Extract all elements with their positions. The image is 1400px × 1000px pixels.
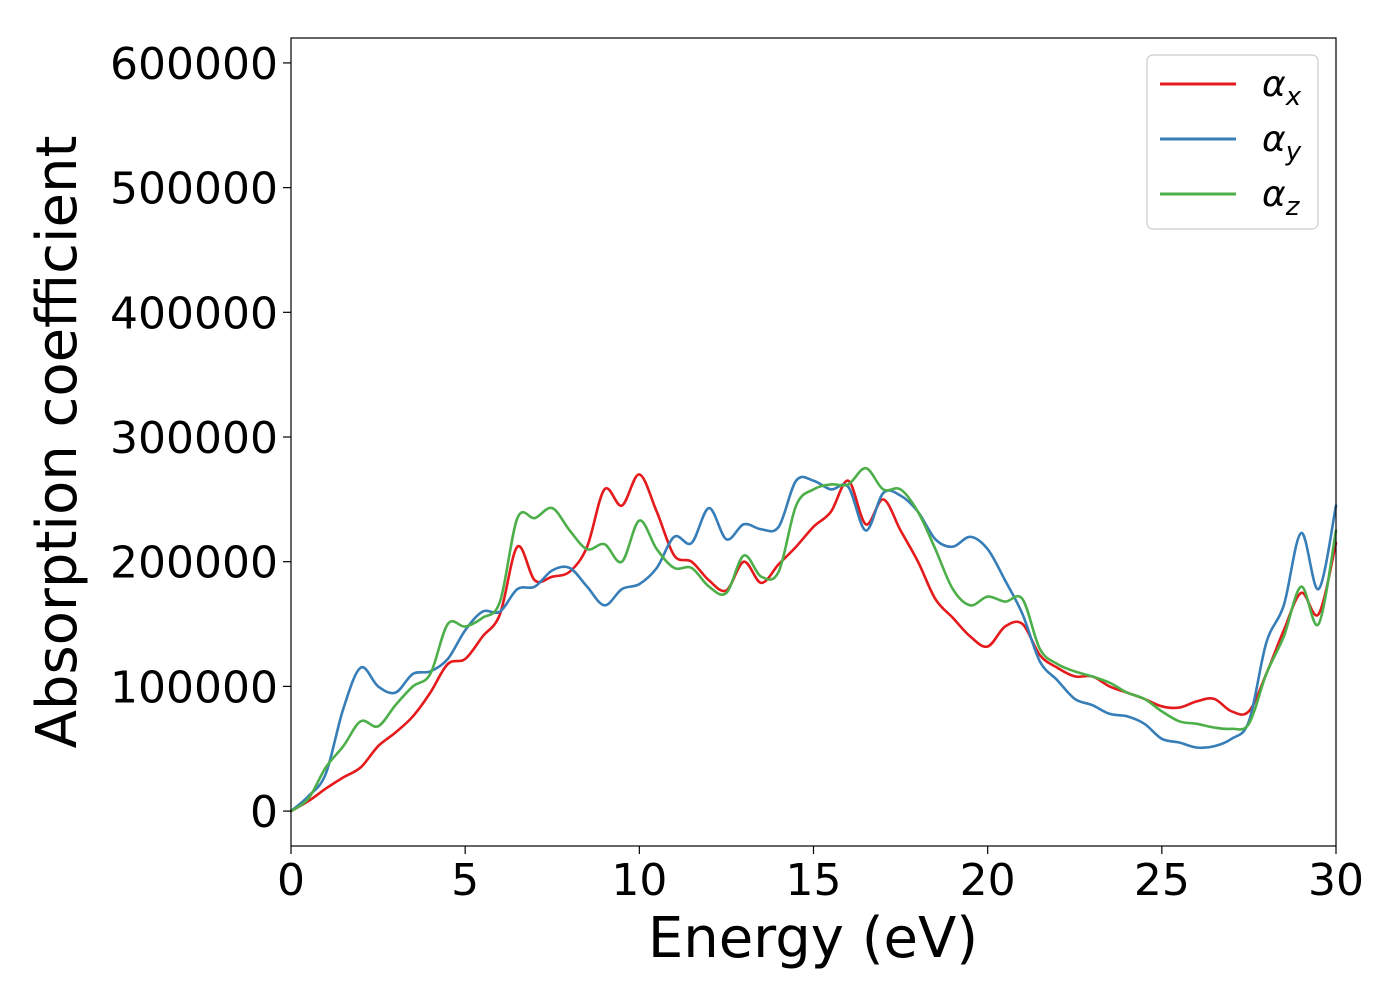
x-tick-label: 5 <box>451 855 479 906</box>
legend-subscript: y <box>1285 137 1302 167</box>
series-line-alpha-x <box>289 473 1338 813</box>
x-tick-label: 25 <box>1134 855 1190 906</box>
y-tick-label: 300000 <box>110 413 278 464</box>
y-axis-ticks: 0 100000 200000 300000 400000 500000 600000 <box>110 39 291 838</box>
x-axis-label: Energy (eV) <box>648 906 978 971</box>
legend-frame <box>1146 54 1319 230</box>
y-tick-label: 0 <box>250 787 278 838</box>
legend-subscript: z <box>1285 192 1301 222</box>
legend-subscript: x <box>1285 82 1302 112</box>
y-tick-label: 400000 <box>110 288 278 339</box>
legend-label-alpha-y: αy <box>1262 119 1302 167</box>
x-tick-label: 0 <box>277 855 305 906</box>
series-line-alpha-y <box>289 475 1338 813</box>
series-line-alpha-z <box>289 466 1338 813</box>
series-layer <box>289 466 1338 813</box>
x-tick-label: 15 <box>786 855 842 906</box>
legend-label-alpha-x: αx <box>1262 64 1302 112</box>
x-tick-label: 20 <box>960 855 1016 906</box>
x-axis-ticks: 0 5 10 15 20 25 30 <box>277 846 1364 906</box>
y-axis-label: Absorption coefficient <box>25 136 90 749</box>
x-tick-label: 10 <box>611 855 667 906</box>
y-tick-label: 500000 <box>110 164 278 215</box>
y-tick-label: 100000 <box>110 662 278 713</box>
y-tick-label: 200000 <box>110 538 278 589</box>
x-tick-label: 30 <box>1308 855 1364 906</box>
y-tick-label: 600000 <box>110 39 278 90</box>
